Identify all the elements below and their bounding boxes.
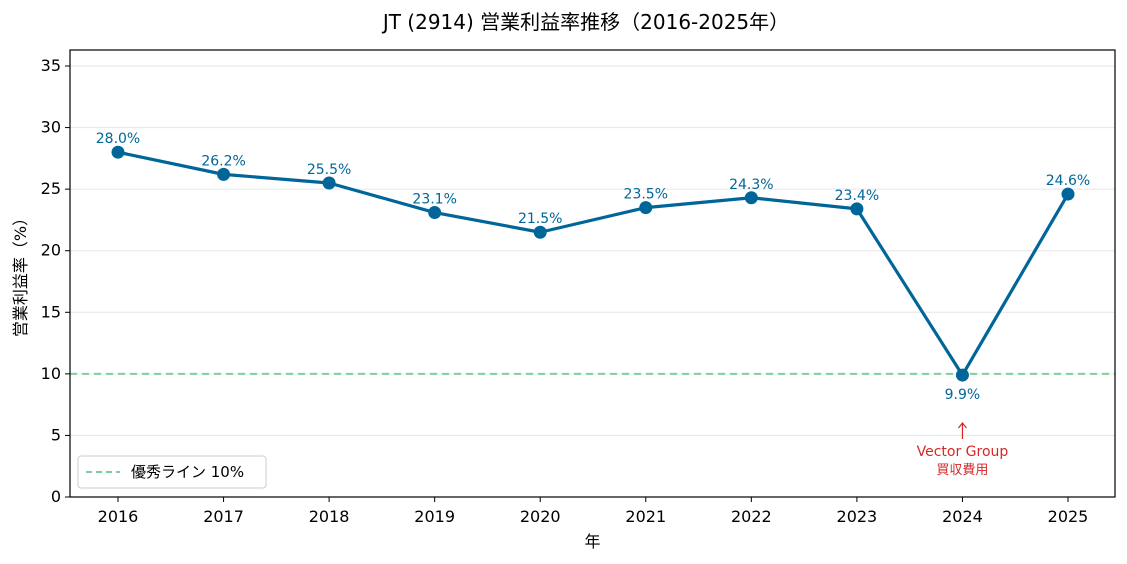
x-axis-ticks: 2016 2017 2018 2019 2020 2021 2022 2023 2024 2025 [98, 497, 1089, 526]
x-tick-label: 2017 [203, 507, 244, 526]
annotation-text-line1: Vector Group [917, 444, 1009, 460]
annotation-text-line2: 買収費用 [936, 463, 988, 478]
chart-title: JT (2914) 営業利益率推移（2016-2025年） [381, 10, 789, 34]
data-label: 9.9% [945, 387, 981, 403]
y-tick-label: 15 [41, 302, 61, 321]
data-point [955, 368, 969, 382]
y-tick-label: 20 [41, 241, 61, 260]
data-label: 28.0% [96, 131, 140, 147]
data-label: 25.5% [307, 162, 351, 178]
plot-area-frame [69, 49, 1116, 498]
x-tick-label: 2021 [625, 507, 666, 526]
data-label: 24.6% [1046, 173, 1090, 189]
data-label: 26.2% [201, 153, 245, 169]
x-tick-label: 2024 [942, 507, 983, 526]
data-point [639, 201, 653, 215]
y-tick-label: 30 [41, 118, 61, 137]
x-tick-label: 2020 [520, 507, 561, 526]
data-point [850, 202, 864, 216]
data-point [744, 191, 758, 205]
legend-label: 優秀ライン 10% [131, 463, 244, 481]
y-tick-label: 25 [41, 179, 61, 198]
data-point [428, 206, 442, 220]
y-tick-label: 35 [41, 56, 61, 75]
y-tick-label: 10 [41, 364, 61, 383]
data-point [217, 167, 231, 181]
data-point [111, 145, 125, 159]
data-point [322, 176, 336, 190]
grid-lines [70, 65, 1115, 498]
x-tick-label: 2023 [837, 507, 878, 526]
legend-box [77, 455, 267, 489]
y-axis-label: 営業利益率（%） [11, 210, 30, 337]
data-label: 21.5% [518, 211, 562, 227]
y-axis-ticks: 0 5 10 15 20 25 30 35 [41, 56, 70, 506]
x-tick-label: 2016 [98, 507, 139, 526]
annotation-arrow-head [957, 422, 967, 429]
data-label: 23.1% [412, 192, 456, 208]
series-group [111, 145, 1075, 382]
series-line [117, 150, 1070, 377]
data-point [533, 225, 547, 239]
y-tick-label: 5 [51, 425, 61, 444]
legend: 優秀ライン 10% [77, 455, 267, 489]
annotation-group: Vector Group 買収費用 [917, 422, 1009, 478]
data-label: 24.3% [729, 177, 773, 193]
data-label: 23.5% [624, 187, 668, 203]
x-tick-label: 2018 [309, 507, 350, 526]
x-tick-label: 2025 [1048, 507, 1089, 526]
data-point [1061, 187, 1075, 201]
x-axis-label: 年 [584, 532, 600, 551]
y-tick-label: 0 [51, 487, 61, 506]
x-tick-label: 2019 [414, 507, 455, 526]
data-label: 23.4% [835, 188, 879, 204]
data-labels: 28.0% 26.2% 25.5% 23.1% 21.5% 23.5% 24.3% 23.4%… [96, 131, 1090, 403]
x-tick-label: 2022 [731, 507, 772, 526]
